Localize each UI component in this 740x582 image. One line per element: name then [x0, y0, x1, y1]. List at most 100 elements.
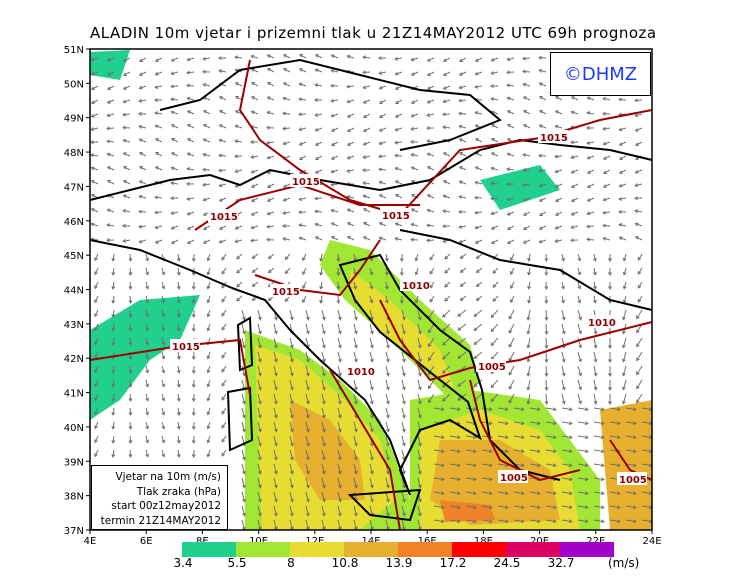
- wind-arrow: [637, 281, 643, 289]
- wind-arrow: [465, 477, 477, 482]
- wind-arrow: [298, 127, 307, 132]
- wind-arrow: [363, 222, 371, 227]
- wind-arrow: [529, 491, 541, 496]
- wind-arrow: [426, 223, 435, 228]
- wind-arrow: [221, 295, 227, 303]
- wind-arrow: [314, 113, 323, 117]
- wind-arrow: [618, 196, 627, 201]
- wind-arrow: [429, 295, 435, 303]
- wind-arrow: [458, 195, 467, 199]
- wind-arrow: [526, 323, 531, 335]
- wind-arrow: [176, 253, 181, 262]
- wind-arrow: [526, 309, 531, 321]
- lat-tick-label: 49N: [64, 114, 84, 125]
- lat-tick-label: 41N: [64, 389, 84, 400]
- wind-arrow: [298, 82, 307, 87]
- lon-tick-label: 10E: [249, 536, 268, 547]
- wind-arrow: [186, 110, 195, 115]
- wind-arrow: [586, 96, 595, 101]
- wind-arrow: [94, 449, 99, 458]
- wind-arrow: [593, 463, 605, 468]
- wind-arrow: [176, 365, 181, 374]
- wind-arrow: [586, 183, 595, 188]
- wind-arrow: [475, 295, 483, 302]
- wind-arrow: [554, 225, 563, 230]
- wind-arrow: [90, 166, 99, 171]
- wind-arrow: [145, 337, 150, 346]
- wind-arrow: [449, 519, 461, 524]
- wind-arrow: [305, 449, 310, 461]
- wind-arrow: [492, 267, 499, 274]
- wind-arrow: [577, 267, 582, 276]
- wind-arrow: [337, 505, 342, 517]
- wind-arrow: [417, 477, 422, 489]
- wind-arrow: [561, 393, 566, 405]
- wind-arrow: [458, 85, 467, 90]
- wind-arrow: [330, 68, 339, 73]
- wind-arrow: [554, 211, 563, 216]
- wind-arrow: [154, 71, 163, 76]
- wind-arrow: [545, 407, 557, 412]
- wind-arrow: [250, 140, 259, 144]
- wind-arrow: [202, 152, 211, 157]
- wind-arrow: [473, 351, 483, 359]
- wind-arrow: [330, 113, 339, 118]
- lat-tick-label: 46N: [64, 217, 84, 228]
- wind-arrow: [554, 124, 563, 129]
- wind-arrow: [346, 168, 355, 173]
- wind-arrow: [314, 83, 323, 88]
- wind-arrow: [111, 281, 116, 290]
- lat-tick-label: 51N: [64, 45, 84, 56]
- wind-arrow: [321, 477, 326, 489]
- wind-arrow: [138, 224, 147, 229]
- wind-arrow: [561, 309, 566, 321]
- wind-arrow: [330, 54, 339, 59]
- colorbar-segment: [236, 542, 290, 557]
- wind-arrow: [458, 166, 467, 171]
- wind-arrow: [608, 393, 612, 405]
- isobar-label: 1005: [619, 475, 647, 486]
- wind-arrow: [234, 124, 243, 129]
- wind-arrow: [206, 365, 211, 374]
- wind-arrow: [602, 197, 611, 202]
- wind-arrow: [176, 323, 181, 332]
- wind-arrow: [282, 126, 291, 131]
- wind-arrow: [106, 71, 115, 76]
- wind-arrow: [236, 295, 243, 302]
- wind-arrow: [603, 169, 611, 174]
- wind-arrow: [506, 96, 515, 101]
- wind-arrow: [111, 309, 116, 318]
- wind-arrow: [257, 407, 262, 419]
- wind-arrow: [161, 421, 166, 430]
- wind-arrow: [622, 393, 627, 405]
- wind-arrow: [314, 155, 323, 160]
- wind-arrow: [544, 267, 549, 276]
- wind-arrow: [362, 85, 371, 90]
- wind-arrow: [337, 323, 342, 335]
- wind-arrow: [622, 337, 627, 349]
- wind-arrow: [206, 421, 211, 430]
- wind-arrow: [337, 449, 342, 461]
- wind-arrow: [442, 152, 451, 157]
- wind-arrow: [526, 365, 531, 377]
- wind-arrow: [385, 477, 390, 489]
- wind-arrow: [206, 393, 211, 402]
- wind-arrow: [321, 351, 326, 363]
- wind-arrow: [289, 379, 294, 391]
- colorbar-label: 24.5: [493, 556, 521, 570]
- wind-arrow: [529, 519, 541, 524]
- wind-arrow: [161, 309, 166, 318]
- wind-arrow: [608, 281, 612, 290]
- wind-arrow: [170, 110, 179, 115]
- wind-arrow: [346, 141, 355, 146]
- wind-arrow: [401, 323, 406, 335]
- wind-arrow: [176, 295, 181, 304]
- wind-arrow: [266, 224, 275, 229]
- wind-arrow: [353, 463, 358, 475]
- wind-arrow: [506, 167, 515, 172]
- wind-arrow: [221, 421, 227, 429]
- wind-arrow: [302, 267, 307, 276]
- wind-arrow: [442, 309, 451, 318]
- wind-arrow: [459, 57, 467, 62]
- wind-arrow: [111, 393, 116, 402]
